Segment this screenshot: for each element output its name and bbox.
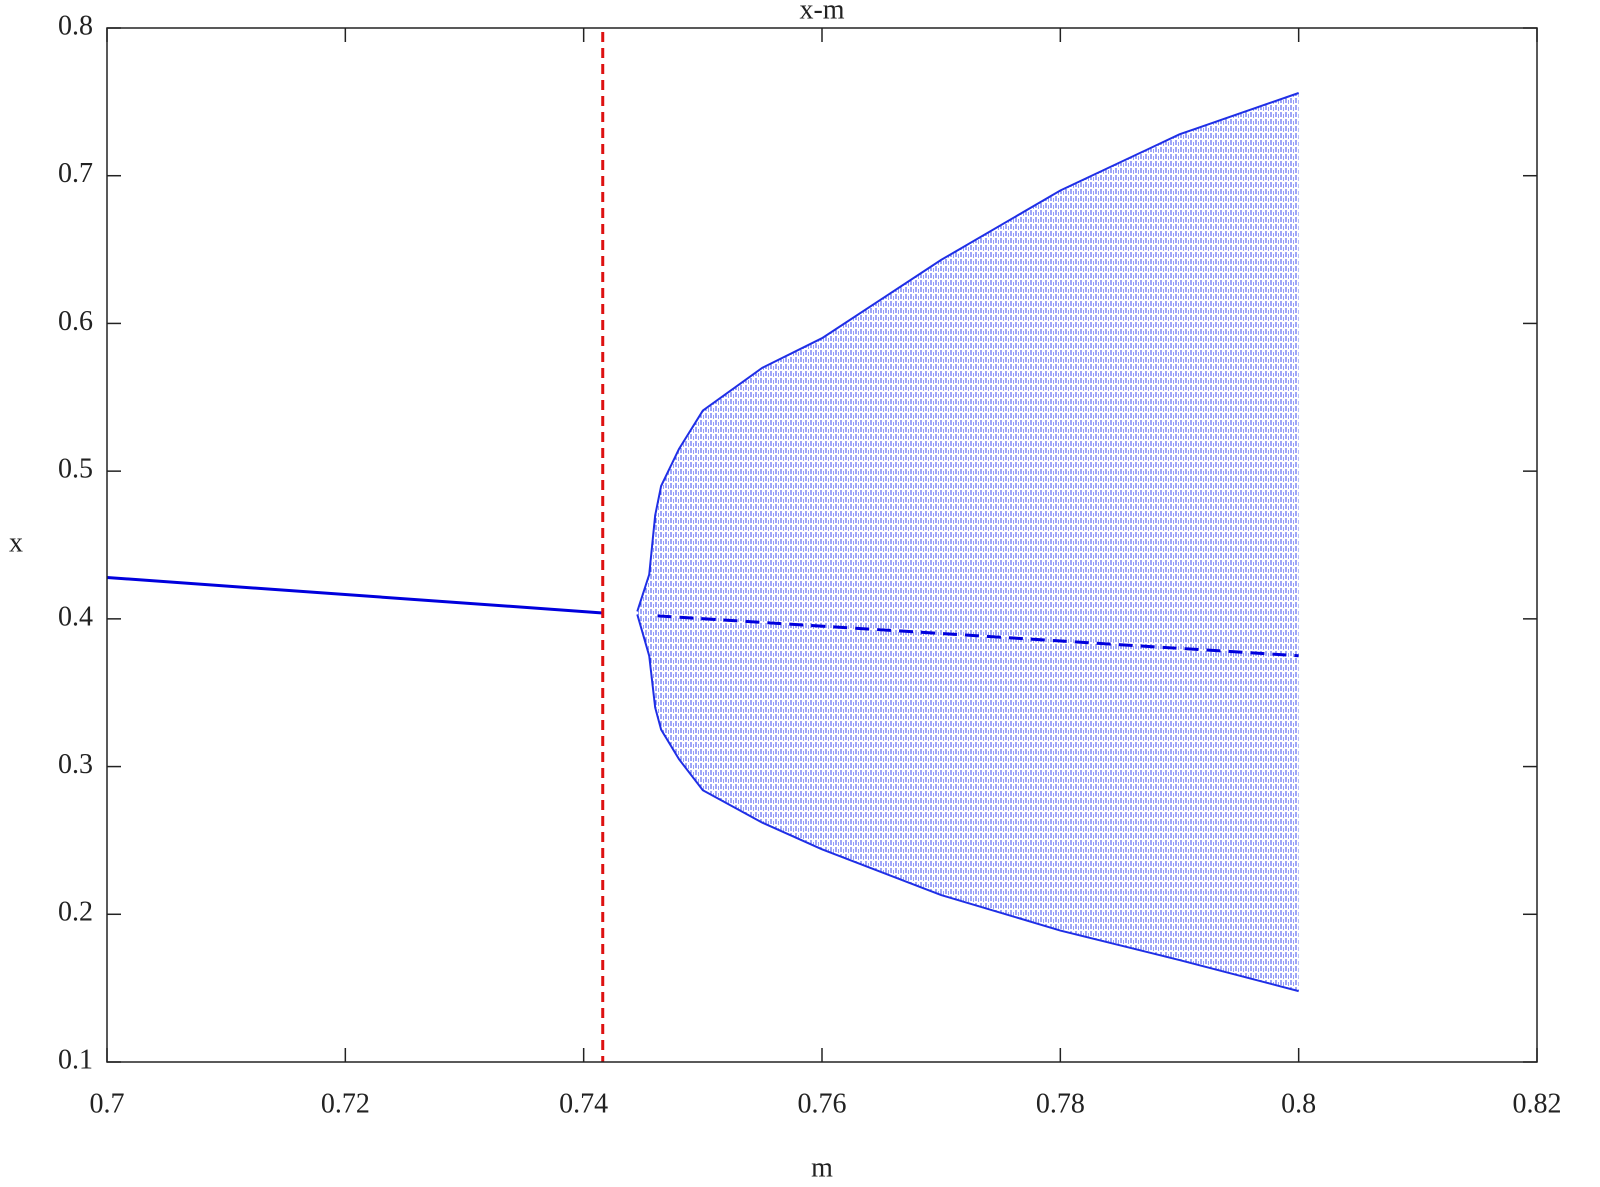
x-tick-label: 0.72 — [321, 1088, 370, 1119]
x-tick-label: 0.8 — [1281, 1088, 1316, 1119]
y-tick-label: 0.5 — [58, 454, 93, 485]
y-tick-label: 0.7 — [58, 158, 93, 189]
y-tick-label: 0.6 — [58, 306, 93, 337]
y-tick-label: 0.8 — [58, 10, 93, 41]
y-tick-label: 0.3 — [58, 749, 93, 780]
x-tick-label: 0.78 — [1036, 1088, 1085, 1119]
x-tick-label: 0.82 — [1513, 1088, 1562, 1119]
chart-title: x-m — [799, 0, 844, 25]
y-tick-label: 0.4 — [58, 601, 93, 632]
x-tick-label: 0.76 — [798, 1088, 847, 1119]
y-axis-label: x — [9, 527, 23, 558]
band-lower — [636, 614, 1299, 993]
band-upper — [636, 92, 1299, 612]
x-tick-label: 0.7 — [90, 1088, 125, 1119]
y-tick-label: 0.2 — [58, 897, 93, 928]
x-axis-label: m — [811, 1152, 833, 1183]
series-line — [106, 576, 603, 615]
x-tick-label: 0.74 — [559, 1088, 608, 1119]
y-tick-label: 0.1 — [58, 1044, 93, 1075]
oscillation-band — [637, 92, 1299, 992]
series-line — [657, 614, 1299, 658]
